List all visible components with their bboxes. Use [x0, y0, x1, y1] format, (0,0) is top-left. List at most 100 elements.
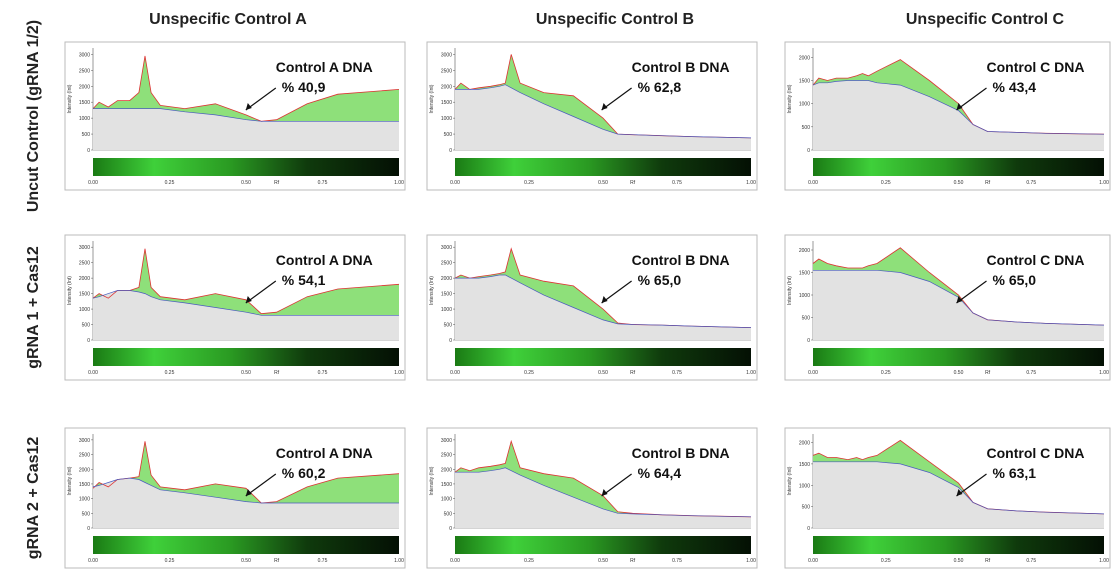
y-tick-label: 3000 — [79, 438, 90, 444]
y-tick-label: 3000 — [441, 245, 452, 251]
y-tick-label: 2500 — [79, 453, 90, 459]
y-tick-label: 1500 — [441, 292, 452, 298]
y-tick-label: 0 — [807, 148, 810, 154]
y-axis-label: Intensity (Int) — [429, 276, 435, 305]
y-tick-label: 3000 — [79, 245, 90, 251]
gel-lane — [93, 348, 399, 366]
x-tick-label: 0.00 — [808, 370, 818, 376]
x-tick-label: 1.00 — [746, 370, 756, 376]
annotation-label: Control C DNA — [987, 445, 1085, 461]
x-tick-label: 0.00 — [450, 370, 460, 376]
y-tick-label: 2500 — [79, 68, 90, 74]
y-tick-label: 1000 — [79, 307, 90, 313]
y-tick-label: 1500 — [441, 100, 452, 106]
x-tick-label: 0.25 — [881, 180, 891, 186]
annotation-percent: % 54,1 — [282, 272, 326, 288]
y-tick-label: 0 — [807, 526, 810, 532]
y-tick-label: 3000 — [441, 438, 452, 444]
x-axis-label: Rf — [630, 558, 636, 564]
x-tick-label: 1.00 — [394, 558, 404, 564]
x-tick-label: 0.50 — [954, 558, 964, 564]
x-tick-label: 0.25 — [165, 180, 175, 186]
x-tick-label: 0.25 — [524, 180, 534, 186]
x-tick-label: 0.75 — [1026, 180, 1036, 186]
x-axis-label: Rf — [985, 370, 991, 376]
y-tick-label: 2500 — [441, 453, 452, 459]
y-tick-label: 2000 — [79, 467, 90, 473]
x-tick-label: 0.50 — [598, 180, 608, 186]
annotation-percent: % 64,4 — [638, 465, 682, 481]
x-tick-label: 0.50 — [241, 370, 251, 376]
column-header: Unspecific Control A — [149, 11, 307, 28]
annotation-percent: % 65,0 — [993, 272, 1037, 288]
x-tick-label: 0.75 — [672, 370, 682, 376]
y-axis-label: Intensity (Int) — [787, 276, 793, 305]
x-tick-label: 0.50 — [598, 370, 608, 376]
x-axis-label: Rf — [630, 370, 636, 376]
x-tick-label: 0.50 — [954, 370, 964, 376]
x-tick-label: 1.00 — [1099, 180, 1109, 186]
y-tick-label: 1000 — [79, 116, 90, 122]
y-tick-label: 1500 — [79, 292, 90, 298]
y-tick-label: 1000 — [799, 293, 810, 299]
y-tick-label: 1500 — [799, 78, 810, 84]
y-tick-label: 1000 — [799, 483, 810, 489]
annotation-percent: % 62,8 — [638, 79, 682, 95]
x-tick-label: 0.75 — [318, 180, 328, 186]
x-tick-label: 0.75 — [672, 558, 682, 564]
x-tick-label: 0.50 — [241, 180, 251, 186]
x-tick-label: 1.00 — [1099, 370, 1109, 376]
annotation-percent: % 63,1 — [993, 465, 1037, 481]
x-axis-label: Rf — [985, 180, 991, 186]
y-tick-label: 2500 — [79, 261, 90, 267]
gel-lane — [813, 158, 1104, 176]
x-tick-label: 0.75 — [318, 558, 328, 564]
y-axis-label: Intensity (Int) — [429, 466, 435, 495]
x-tick-label: 0.25 — [165, 558, 175, 564]
x-tick-label: 0.75 — [672, 180, 682, 186]
x-axis-label: Rf — [274, 558, 280, 564]
gel-lane — [455, 536, 751, 554]
x-tick-label: 1.00 — [746, 558, 756, 564]
annotation-label: Control A DNA — [276, 59, 373, 75]
y-tick-label: 2000 — [441, 276, 452, 282]
column-header: Unspecific Control B — [536, 11, 694, 28]
y-axis-label: Intensity (Int) — [787, 466, 793, 495]
annotation-percent: % 65,0 — [638, 272, 682, 288]
annotation-label: Control B DNA — [632, 252, 730, 268]
x-axis-label: Rf — [274, 180, 280, 186]
x-tick-label: 1.00 — [394, 180, 404, 186]
x-tick-label: 0.25 — [165, 370, 175, 376]
row-header: gRNA 2 + Cas12 — [25, 437, 42, 560]
y-tick-label: 500 — [444, 132, 453, 138]
y-tick-label: 1000 — [79, 497, 90, 503]
x-tick-label: 0.50 — [598, 558, 608, 564]
x-tick-label: 0.75 — [1026, 558, 1036, 564]
x-axis-label: Rf — [274, 370, 280, 376]
annotation-label: Control C DNA — [987, 252, 1085, 268]
y-axis-label: Intensity (Int) — [67, 466, 73, 495]
y-axis-label: Intensity (Int) — [787, 84, 793, 113]
x-tick-label: 1.00 — [394, 370, 404, 376]
y-tick-label: 0 — [449, 338, 452, 344]
x-tick-label: 0.75 — [318, 370, 328, 376]
y-tick-label: 1500 — [441, 482, 452, 488]
y-tick-label: 1500 — [79, 100, 90, 106]
y-axis-label: Intensity (Int) — [67, 276, 73, 305]
gel-lane — [813, 536, 1104, 554]
y-tick-label: 500 — [444, 511, 453, 517]
y-axis-label: Intensity (Int) — [429, 84, 435, 113]
x-tick-label: 1.00 — [1099, 558, 1109, 564]
gel-lane — [93, 158, 399, 176]
annotation-label: Control A DNA — [276, 252, 373, 268]
x-tick-label: 0.50 — [954, 180, 964, 186]
x-tick-label: 0.00 — [808, 558, 818, 564]
y-tick-label: 1000 — [441, 116, 452, 122]
x-tick-label: 0.00 — [450, 558, 460, 564]
y-tick-label: 2000 — [799, 248, 810, 254]
y-tick-label: 500 — [82, 511, 91, 517]
x-tick-label: 1.00 — [746, 180, 756, 186]
y-tick-label: 1500 — [799, 462, 810, 468]
y-tick-label: 2000 — [799, 441, 810, 447]
y-tick-label: 1000 — [441, 307, 452, 313]
